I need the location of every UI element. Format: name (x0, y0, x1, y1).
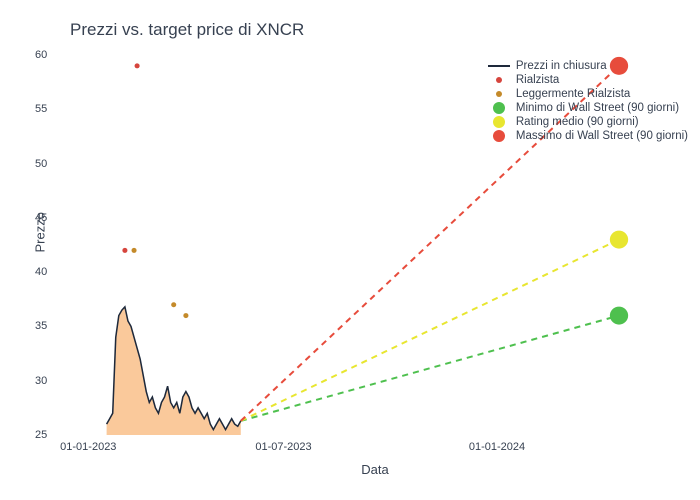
y-tick: 25 (35, 429, 47, 441)
legend-item[interactable]: Prezzi in chiusura (488, 60, 688, 72)
chart-title: Prezzi vs. target price di XNCR (70, 20, 680, 40)
legend-label: Leggermente Rialzista (516, 88, 630, 100)
legend-item[interactable]: Rating medio (90 giorni) (488, 116, 688, 128)
x-tick: 01-07-2023 (255, 441, 311, 453)
legend-swatch (488, 130, 510, 142)
legend-label: Rialzista (516, 74, 559, 86)
y-tick: 40 (35, 266, 47, 278)
y-tick: 55 (35, 103, 47, 115)
legend-swatch (488, 65, 510, 67)
legend-swatch (488, 102, 510, 114)
legend-swatch (488, 116, 510, 128)
y-tick: 60 (35, 49, 47, 61)
legend-item[interactable]: Leggermente Rialzista (488, 88, 688, 100)
legend-label: Prezzi in chiusura (516, 60, 607, 72)
legend-swatch (488, 91, 510, 97)
y-tick: 35 (35, 320, 47, 332)
x-tick: 01-01-2024 (469, 441, 525, 453)
y-tick: 45 (35, 212, 47, 224)
chart-container: Prezzi vs. target price di XNCR Prezzo D… (0, 0, 700, 500)
legend-swatch (488, 77, 510, 83)
legend-label: Minimo di Wall Street (90 giorni) (516, 102, 679, 114)
x-axis-label: Data (361, 462, 388, 477)
legend: Prezzi in chiusura Rialzista Leggermente R… (488, 60, 688, 144)
y-tick: 50 (35, 158, 47, 170)
legend-item[interactable]: Rialzista (488, 74, 688, 86)
legend-label: Massimo di Wall Street (90 giorni) (516, 130, 688, 142)
y-tick: 30 (35, 375, 47, 387)
legend-item[interactable]: Massimo di Wall Street (90 giorni) (488, 130, 688, 142)
plot-area: Prezzo Data Prezzi in chiusuraRialzistaL… (70, 55, 680, 435)
legend-label: Rating medio (90 giorni) (516, 116, 639, 128)
legend-item[interactable]: Minimo di Wall Street (90 giorni) (488, 102, 688, 114)
x-tick: 01-01-2023 (60, 441, 116, 453)
